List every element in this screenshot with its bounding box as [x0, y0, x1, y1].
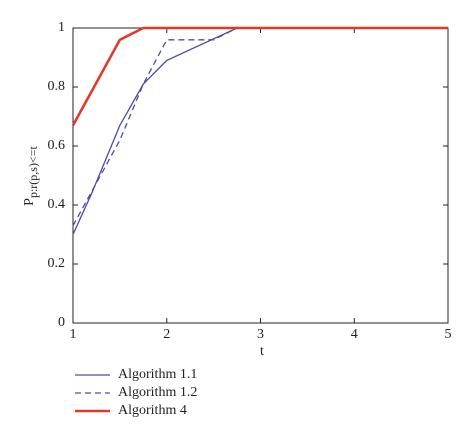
legend-label: Algorithm 4	[118, 403, 187, 418]
x-tick-label: 2	[163, 327, 170, 342]
y-tick-label: 1	[58, 20, 65, 35]
y-tick-label: 0.6	[48, 138, 66, 153]
series-line	[71, 26, 448, 126]
y-tick-label: 0.2	[48, 256, 66, 271]
y-tick-label: 0	[58, 315, 65, 330]
y-tick-label: 0.8	[48, 79, 66, 94]
x-tick-label: 5	[445, 327, 452, 342]
legend-label: Algorithm 1.2	[118, 385, 197, 400]
plot-frame	[72, 27, 449, 324]
x-tick-label: 3	[257, 327, 264, 342]
y-tick-label: 0.4	[48, 197, 66, 212]
y-label-sub: p:r(p,s)<=t	[26, 146, 40, 199]
x-tick-label: 4	[351, 327, 358, 342]
series-line	[72, 27, 448, 226]
x-tick-label: 1	[70, 327, 77, 342]
series-line	[72, 27, 448, 235]
legend-label: Algorithm 1.1	[118, 367, 197, 382]
y-label-main: P	[22, 198, 37, 206]
y-axis-label: Pp:r(p,s)<=t	[22, 146, 40, 206]
x-axis-label: t	[260, 344, 264, 359]
